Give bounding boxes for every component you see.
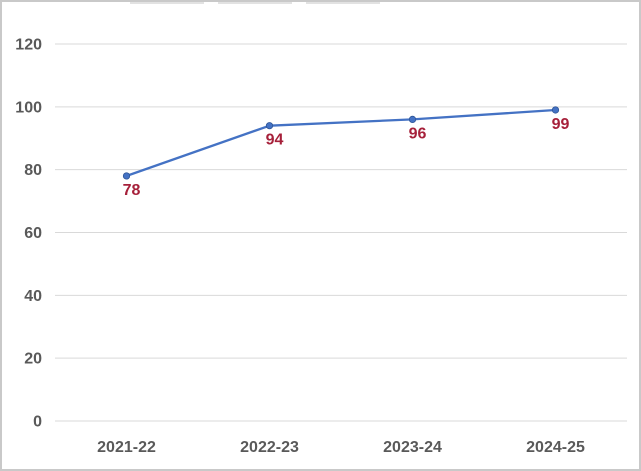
y-axis-tick-label: 100 [15,99,42,116]
data-label: 78 [123,182,141,199]
x-axis-tick-label: 2022-23 [240,439,299,456]
x-axis-tick-label: 2021-22 [97,439,156,456]
data-point-marker [122,172,131,180]
x-axis-tick-label: 2024-25 [526,439,585,456]
y-axis-tick-label: 0 [33,414,42,431]
data-point-marker [551,106,560,114]
y-axis-tick-label: 60 [24,225,42,242]
y-axis-tick-label: 120 [15,37,42,54]
data-label: 99 [552,116,570,133]
y-axis-tick-label: 40 [24,288,42,305]
cropped-title-fragment [130,2,204,4]
y-axis-tick-label: 20 [24,351,42,368]
cropped-title-fragment [218,2,292,4]
cropped-title-fragment [306,2,380,4]
series-line [125,108,557,178]
data-point-marker [265,122,274,130]
data-point-marker [408,115,417,124]
x-axis-tick-label: 2023-24 [383,439,442,456]
cropped-title-remnant [130,2,380,5]
data-label: 94 [266,132,284,149]
y-axis-tick-label: 80 [24,162,42,179]
data-label: 96 [409,125,427,142]
